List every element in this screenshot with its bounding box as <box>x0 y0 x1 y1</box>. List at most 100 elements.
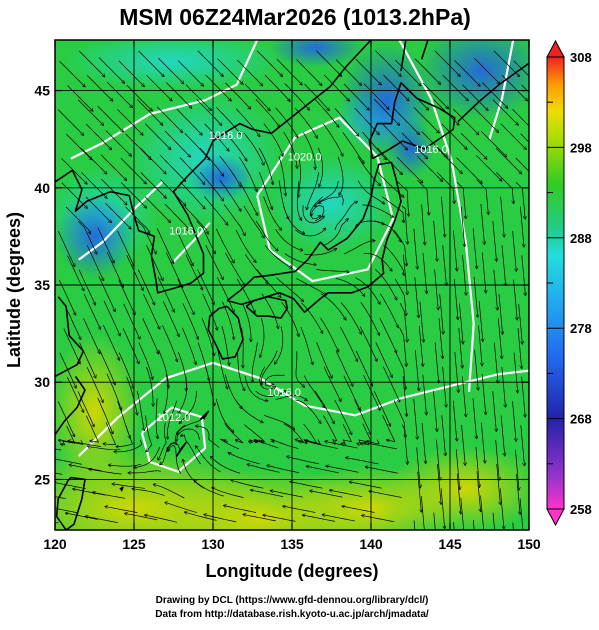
streamline <box>461 376 466 416</box>
streamline <box>270 438 299 449</box>
streamline <box>146 74 172 101</box>
streamline <box>164 374 169 414</box>
streamline <box>125 133 151 160</box>
colorbar-tick-label: 268 <box>570 412 592 427</box>
streamline <box>492 391 497 431</box>
streamline <box>194 480 224 497</box>
streamline <box>212 488 244 498</box>
isobar <box>256 116 395 283</box>
streamline <box>295 228 325 237</box>
streamline <box>513 279 518 320</box>
streamline <box>461 133 487 159</box>
y-tick-label: 40 <box>34 180 50 196</box>
streamline <box>138 50 165 77</box>
streamline <box>343 241 375 255</box>
streamline <box>58 231 74 266</box>
streamline <box>357 180 384 204</box>
colorbar: 308 298 288 278 268 258 <box>546 39 592 527</box>
colorbar-tick-label: 308 <box>570 50 592 65</box>
streamline <box>101 178 127 205</box>
streamline <box>520 425 525 465</box>
streamline <box>138 342 153 380</box>
streamline <box>125 206 149 234</box>
streamline <box>244 375 268 401</box>
streamline <box>86 366 103 402</box>
streamline <box>413 520 416 530</box>
streamline <box>500 196 505 237</box>
streamline <box>244 84 270 110</box>
streamline <box>399 302 407 342</box>
streamline <box>122 328 139 363</box>
streamline <box>480 422 485 463</box>
streamline <box>454 60 481 86</box>
streamline <box>456 157 483 184</box>
streamline <box>215 398 234 432</box>
streamline <box>196 220 216 254</box>
streamline <box>439 293 444 334</box>
streamline <box>197 269 215 305</box>
streamline <box>118 279 135 315</box>
streamline <box>142 318 159 353</box>
streamline <box>97 397 113 434</box>
streamline <box>201 318 214 355</box>
streamline <box>185 254 203 290</box>
streamline <box>453 279 458 319</box>
streamline <box>237 351 245 391</box>
streamline <box>275 107 298 138</box>
temperature-region <box>62 40 285 91</box>
streamline <box>366 467 399 474</box>
streamline <box>219 155 241 187</box>
streamline <box>365 443 397 450</box>
streamline <box>355 58 381 85</box>
streamline <box>216 106 241 134</box>
streamline <box>109 464 142 466</box>
streamline <box>394 278 406 316</box>
streamline <box>402 254 407 295</box>
colorbar-tick-label: 278 <box>570 321 592 336</box>
map-plot-area: 1016.0 1020.0 1016.0 1016.0 1016.0 1012.0 <box>55 40 529 530</box>
streamline <box>106 81 132 108</box>
streamline <box>314 181 339 206</box>
streamline <box>153 484 185 499</box>
streamline <box>299 156 301 197</box>
streamline <box>143 293 159 329</box>
streamline <box>261 293 278 329</box>
streamline <box>217 350 228 389</box>
streamline <box>453 230 457 271</box>
streamline <box>263 515 296 522</box>
streamline <box>421 423 426 463</box>
streamline <box>78 269 95 305</box>
y-tick-label: 30 <box>34 374 50 390</box>
isobar <box>488 40 515 140</box>
streamline <box>89 469 122 475</box>
temperature-region <box>268 40 364 68</box>
streamline <box>59 352 76 388</box>
temperature-region <box>386 446 529 530</box>
streamline <box>416 155 443 182</box>
streamline <box>323 74 349 101</box>
y-tick-label: 45 <box>34 83 50 99</box>
streamline <box>452 400 457 441</box>
streamline <box>521 255 526 295</box>
wind-streamlines <box>55 50 529 530</box>
colorbar-tick-label: 298 <box>570 140 592 155</box>
streamline <box>475 446 480 487</box>
streamline <box>199 147 224 176</box>
isobar <box>78 181 164 261</box>
streamline <box>520 133 529 143</box>
coastline <box>420 40 429 60</box>
streamline <box>261 350 278 385</box>
streamline <box>401 205 408 244</box>
streamline <box>337 156 344 195</box>
streamline <box>515 182 525 219</box>
streamline <box>520 206 524 247</box>
x-axis-label: Longitude (degrees) <box>205 561 378 581</box>
streamline <box>296 181 301 220</box>
streamline <box>341 424 353 444</box>
x-tick-label: 150 <box>517 536 541 552</box>
streamline <box>373 390 390 426</box>
streamline <box>219 179 241 211</box>
streamline <box>354 107 380 135</box>
x-tick-label: 120 <box>43 536 67 552</box>
streamline <box>97 227 114 263</box>
